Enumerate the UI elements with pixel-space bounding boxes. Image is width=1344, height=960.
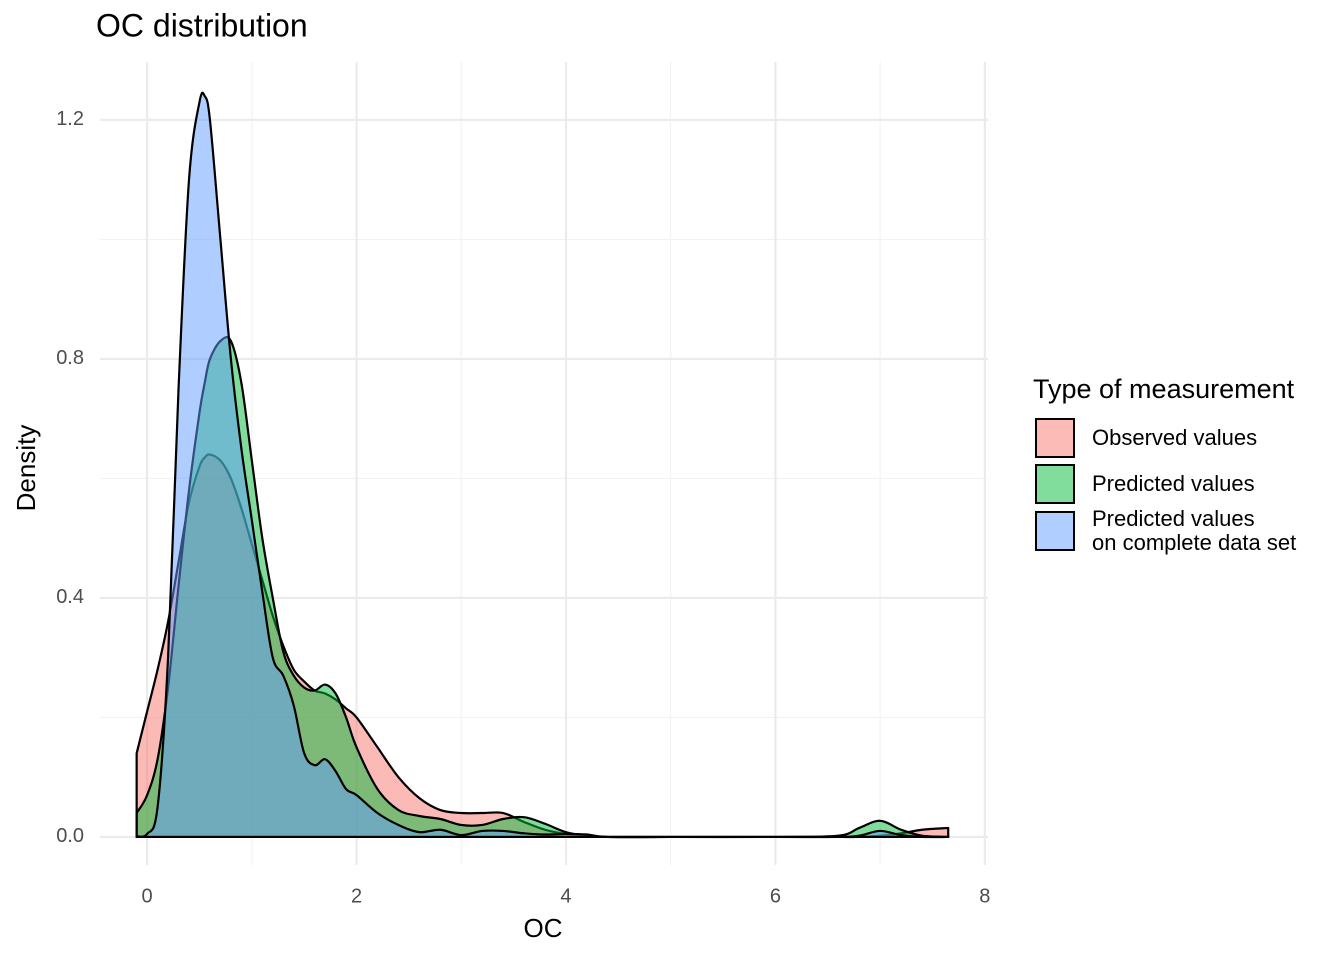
legend-key: [1035, 418, 1075, 458]
legend-label: Observed values: [1092, 425, 1258, 450]
x-tick-label: 4: [560, 885, 571, 907]
legend-item: Observed values: [1033, 415, 1296, 461]
x-tick-label: 8: [979, 885, 990, 907]
x-tick-label: 2: [351, 885, 362, 907]
legend-item: Predicted values on complete data set: [1033, 507, 1296, 555]
legend-item: Predicted values: [1033, 461, 1296, 507]
y-tick-label: 0.8: [56, 347, 84, 369]
y-tick-label: 0.0: [56, 825, 84, 847]
y-tick-label: 1.2: [56, 108, 84, 130]
legend-label: Predicted values: [1092, 471, 1255, 496]
legend-title: Type of measurement: [1033, 374, 1295, 404]
legend-label: Predicted values on complete data set: [1092, 506, 1297, 555]
x-axis-title: OC: [524, 913, 563, 943]
y-tick-label: 0.4: [56, 586, 84, 608]
x-tick-label: 6: [770, 885, 781, 907]
y-axis-title: Density: [11, 425, 41, 512]
legend: Type of measurement Observed values Predi…: [1033, 374, 1296, 555]
x-tick-label: 0: [142, 885, 153, 907]
chart-title: OC distribution: [96, 7, 308, 43]
density-area: [135, 91, 950, 839]
legend-key: [1035, 511, 1075, 551]
legend-key: [1035, 464, 1075, 504]
